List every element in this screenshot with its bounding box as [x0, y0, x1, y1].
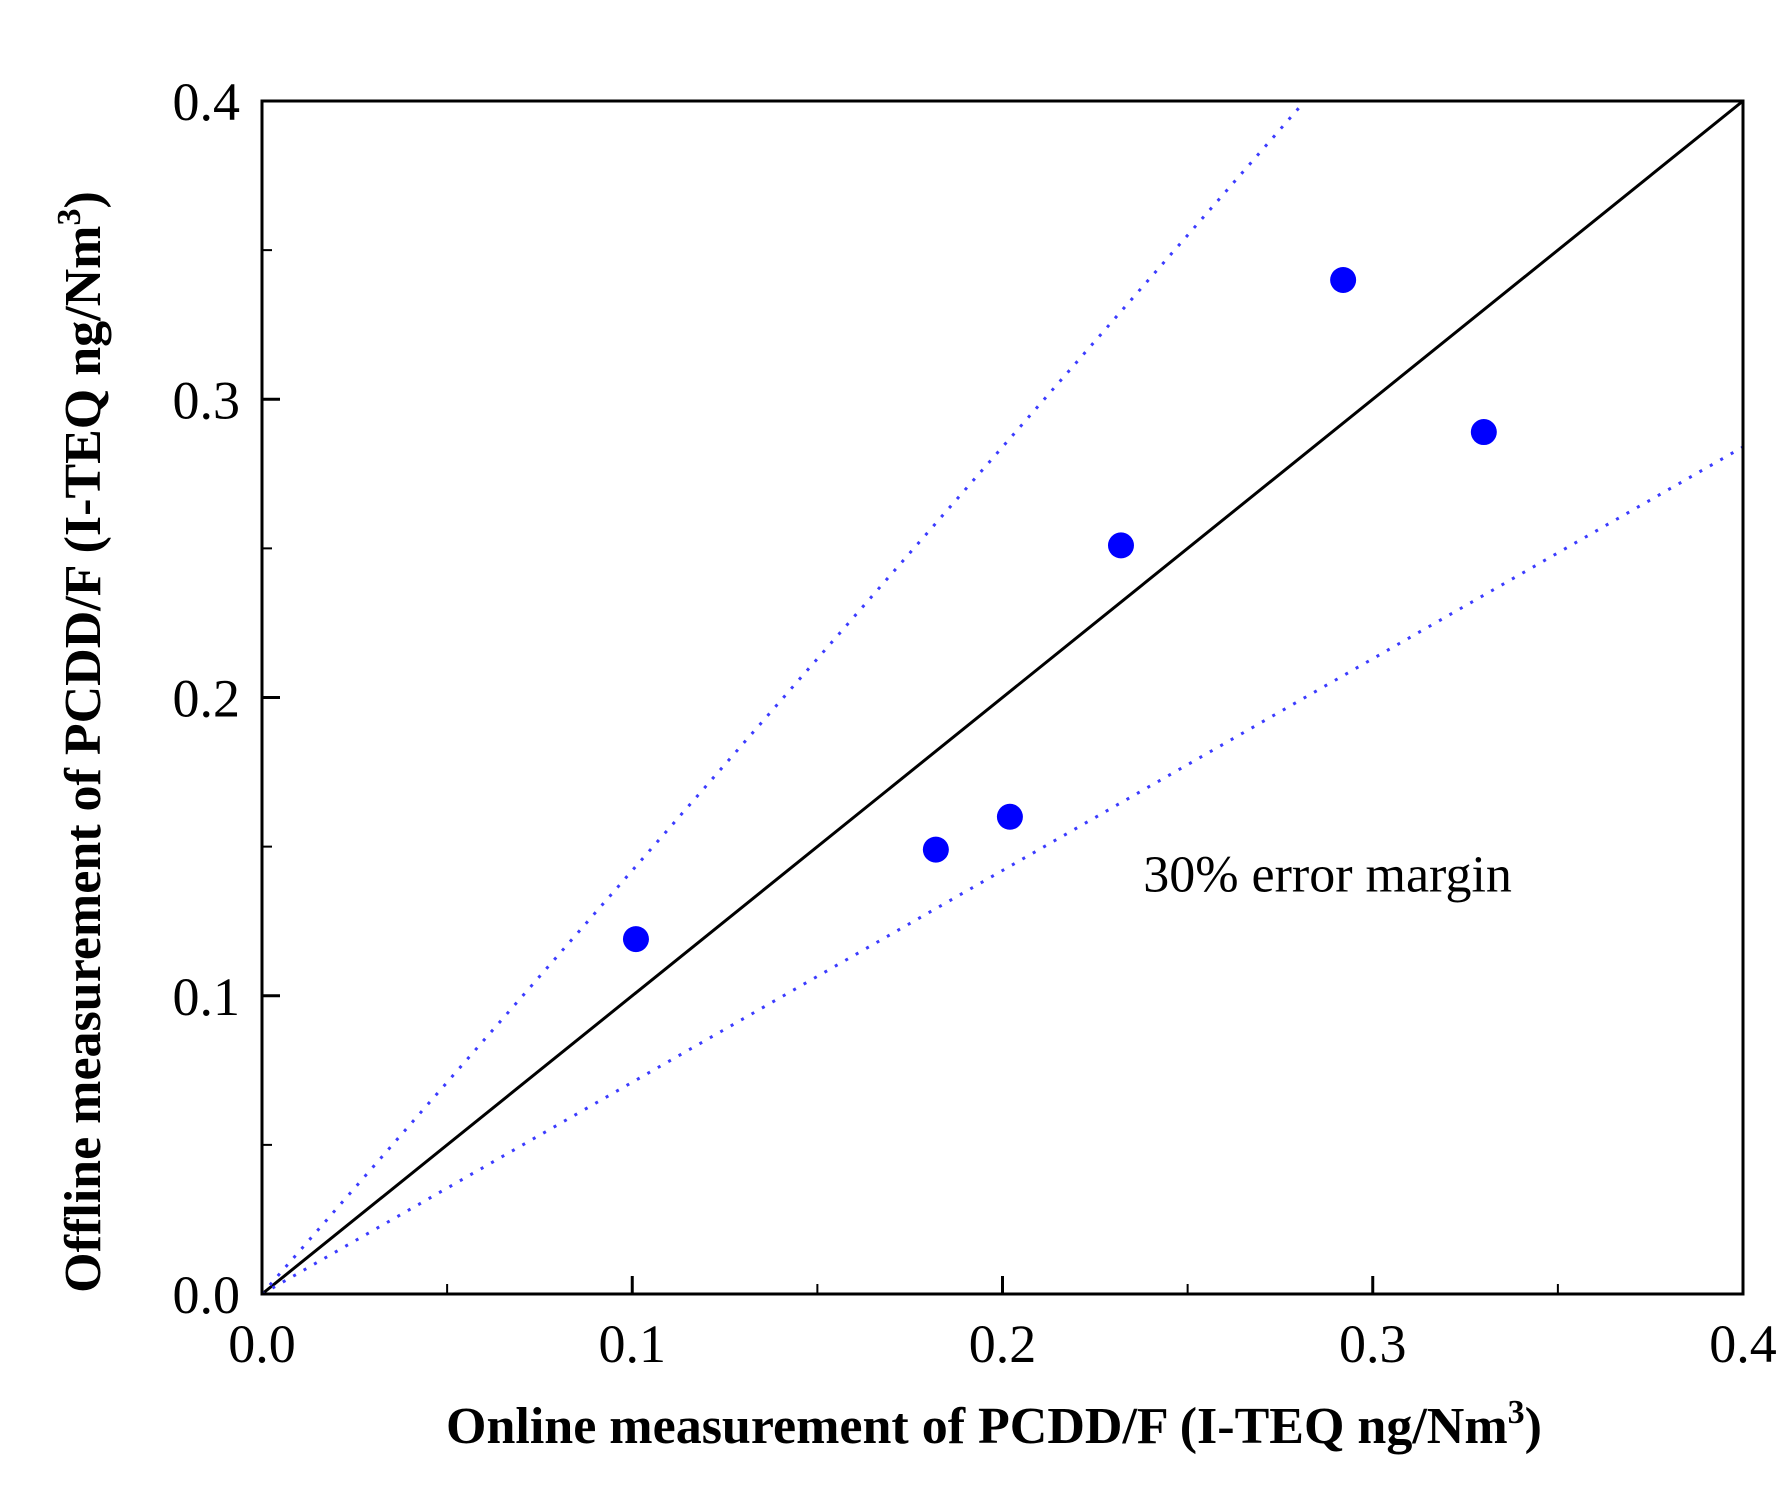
x-tick-label: 0.0 — [228, 1314, 296, 1374]
lower-error-margin-line — [262, 445, 1743, 1294]
y-axis-title-superscript: 3 — [51, 209, 88, 226]
y-tick-label: 0.4 — [173, 72, 241, 132]
axis-ticks — [260, 99, 1745, 1296]
x-tick-label: 0.3 — [1339, 1314, 1407, 1374]
identity-line — [262, 101, 1743, 1294]
data-point — [1470, 419, 1497, 446]
x-tick-label: 0.4 — [1709, 1314, 1777, 1374]
data-point — [922, 836, 949, 863]
data-point — [1330, 266, 1357, 293]
x-axis-title-superscript: 3 — [1508, 1394, 1525, 1431]
y-tick-label: 0.2 — [173, 669, 241, 729]
x-axis-title-main: Online measurement of PCDD/F (I-TEQ ng/N… — [446, 1398, 1508, 1455]
x-axis-title-tail: ) — [1525, 1398, 1542, 1455]
y-tick-label: 0.3 — [173, 370, 241, 430]
x-axis-title: Online measurement of PCDD/F (I-TEQ ng/N… — [446, 1394, 1542, 1455]
y-axis-title-tail: ) — [55, 191, 112, 208]
x-tick-label: 0.1 — [599, 1314, 667, 1374]
x-tick-label: 0.2 — [969, 1314, 1037, 1374]
data-points — [622, 266, 1497, 953]
upper-error-margin-line — [262, 101, 1307, 1294]
data-point — [996, 803, 1023, 830]
error-margin-annotation: 30% error margin — [1143, 846, 1512, 903]
reference-lines — [262, 101, 1743, 1294]
tick-labels: 0.0 0.1 0.2 0.3 0.4 0.0 0.1 0.2 0.3 0.4 — [173, 72, 1777, 1374]
data-point — [1107, 532, 1134, 559]
y-tick-label: 0.0 — [173, 1265, 241, 1325]
y-tick-label: 0.1 — [173, 967, 241, 1027]
data-point — [622, 926, 649, 953]
y-axis-title: Offline measurement of PCDD/F (I-TEQ ng/… — [51, 191, 112, 1293]
y-axis-title-main: Offline measurement of PCDD/F (I-TEQ ng/… — [55, 226, 112, 1293]
